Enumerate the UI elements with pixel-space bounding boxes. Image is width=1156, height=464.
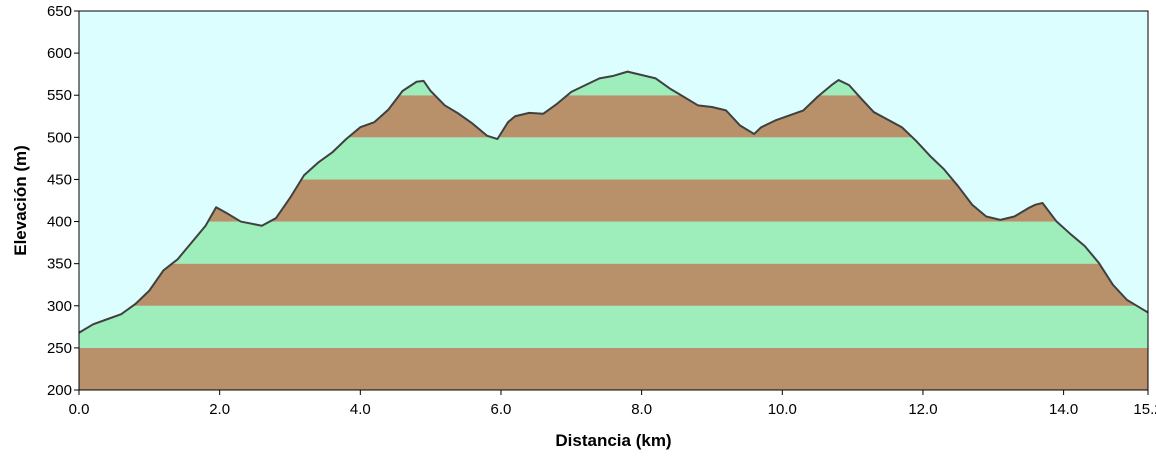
elevation-profile-line [78, 70, 1149, 334]
elevation-band [79, 263, 1148, 306]
elevation-band [79, 347, 1148, 390]
x-tick-label: 6.0 [491, 401, 512, 418]
x-tick-label: 10.0 [768, 401, 797, 418]
y-tick-label: 250 [47, 340, 72, 357]
y-tick-label: 650 [47, 3, 72, 20]
x-tick-label: 12.0 [908, 401, 937, 418]
x-axis: 0.0 2.0 4.0 6.0 8.0 10.0 12.0 14.0 15.2 [69, 390, 1156, 418]
plot-frame [78, 10, 1149, 391]
y-tick-label: 500 [47, 129, 72, 146]
y-axis: 200 250 300 350 400 450 500 550 600 650 [47, 3, 79, 399]
y-tick-label: 600 [47, 45, 72, 62]
y-tick-label: 450 [47, 171, 72, 188]
x-tick-label: 8.0 [631, 401, 652, 418]
x-axis-title: Distancia (km) [555, 431, 671, 450]
y-tick-label: 200 [47, 382, 72, 399]
y-axis-title: Elevación (m) [11, 145, 30, 256]
elevation-band [79, 305, 1148, 348]
elevation-band [79, 221, 1148, 264]
y-tick-label: 550 [47, 87, 72, 104]
x-tick-label: 2.0 [209, 401, 230, 418]
y-tick-label: 400 [47, 214, 72, 231]
x-tick-label: 14.0 [1049, 401, 1078, 418]
y-tick-label: 300 [47, 298, 72, 315]
x-tick-label: 4.0 [350, 401, 371, 418]
x-tick-label: 15.2 [1133, 401, 1156, 418]
y-tick-label: 350 [47, 256, 72, 273]
x-tick-label: 0.0 [69, 401, 90, 418]
